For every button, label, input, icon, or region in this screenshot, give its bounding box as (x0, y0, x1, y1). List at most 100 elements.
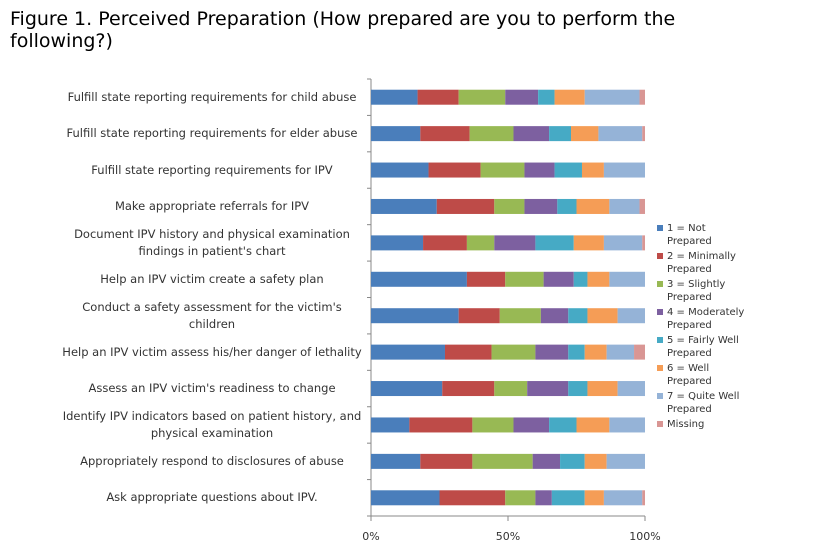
bar-segment (505, 490, 536, 506)
bar-segment (535, 490, 552, 506)
legend-label: 5 = Fairly Well Prepared (667, 335, 739, 359)
bar-segment (560, 453, 585, 469)
bar-segment (436, 198, 495, 214)
legend-label: 6 = Well Prepared (667, 363, 712, 387)
bar-segment (587, 381, 618, 397)
bar-segment (549, 126, 572, 142)
bar-segment (573, 235, 604, 251)
category-label: Help an IPV victim assess his/her danger… (62, 344, 362, 359)
bar-segment (584, 490, 604, 506)
bar-segment (606, 453, 645, 469)
bar-segment (439, 490, 506, 506)
bar-segment (584, 89, 640, 105)
category-label: Fulfill state reporting requirements for… (66, 126, 358, 141)
bar-segment (417, 89, 459, 105)
category-label: Assess an IPV victim's readiness to chan… (88, 381, 336, 396)
bar-segment (371, 417, 410, 433)
bar-segment (551, 490, 585, 506)
bar-segment (568, 308, 588, 324)
legend-swatch (657, 309, 663, 315)
bar-segment (423, 235, 467, 251)
bar-segment (603, 235, 643, 251)
category-label: Conduct a safety assessment for the vict… (82, 299, 342, 331)
legend-swatch (657, 253, 663, 259)
bar-segment (617, 308, 645, 324)
bar-segment (642, 490, 645, 506)
bar-segment (494, 198, 525, 214)
bar-segment (584, 453, 607, 469)
bar-segment (540, 308, 569, 324)
bar-segment (587, 308, 618, 324)
bar-segment (428, 162, 481, 178)
bar-segment (598, 126, 643, 142)
bar-segment (371, 381, 443, 397)
category-label: Fulfill state reporting requirements for… (67, 89, 357, 104)
legend-item: 5 = Fairly Well Prepared (657, 334, 747, 360)
bar-segment (371, 453, 421, 469)
bar-segment (371, 344, 445, 360)
bar-segment (571, 126, 599, 142)
category-label: Fulfill state reporting requirements for… (91, 162, 333, 177)
bar-segment (371, 198, 437, 214)
bar-segment (371, 490, 440, 506)
legend-label: 1 = Not Prepared (667, 223, 712, 247)
chart-title: Figure 1. Perceived Preparation (How pre… (10, 8, 676, 52)
bar-segment (634, 344, 645, 360)
legend-item: Missing (657, 418, 747, 431)
bar-segment (568, 344, 585, 360)
bar-segment (469, 126, 514, 142)
bar-segment (535, 344, 569, 360)
bar-segment (606, 344, 635, 360)
bar-segment (584, 344, 607, 360)
bar-segment (371, 89, 418, 105)
bar-segment (603, 490, 643, 506)
legend-item: 3 = Slightly Prepared (657, 278, 747, 304)
bar-segment (458, 308, 500, 324)
category-label: Make appropriate referrals for IPV (114, 198, 310, 213)
bar-segment (642, 235, 645, 251)
legend-item: 2 = Minimally Prepared (657, 250, 747, 276)
category-label: Help an IPV victim create a safety plan (100, 271, 324, 286)
category-label: Document IPV history and physical examin… (74, 226, 350, 258)
bar-segment (480, 162, 525, 178)
legend-label: 7 = Quite Well Prepared (667, 391, 740, 415)
legend-swatch (657, 365, 663, 371)
bar-segment (371, 126, 421, 142)
bar-segment (472, 453, 533, 469)
legend-item: 4 = Moderately Prepared (657, 306, 747, 332)
legend-swatch (657, 421, 663, 427)
bar-segment (371, 271, 467, 287)
bar-segment (472, 417, 514, 433)
bar-segment (524, 162, 555, 178)
bar-segment (371, 308, 459, 324)
category-label: Identify IPV indicators based on patient… (62, 408, 362, 440)
legend-swatch (657, 281, 663, 287)
bar-segment (535, 235, 574, 251)
legend-swatch (657, 337, 663, 343)
x-tick-label: 50% (496, 530, 520, 543)
legend-label: 2 = Minimally Prepared (667, 251, 736, 275)
bar-segment (513, 417, 550, 433)
bar-segment (466, 271, 506, 287)
bar-segment (444, 344, 492, 360)
bar-segment (371, 162, 429, 178)
bar-segment (576, 417, 610, 433)
bar-segment (494, 381, 528, 397)
legend-label: Missing (667, 419, 705, 430)
bar-segment (609, 417, 645, 433)
category-label: Appropriately respond to disclosures of … (80, 453, 344, 468)
legend-swatch (657, 393, 663, 399)
bar-segment (505, 89, 539, 105)
bar-segment (609, 271, 645, 287)
bar-segment (466, 235, 495, 251)
bar-segment (642, 126, 645, 142)
bar-segment (409, 417, 473, 433)
bar-segment (420, 126, 470, 142)
bar-segment (499, 308, 541, 324)
bar-segment (609, 198, 640, 214)
category-label: Ask appropriate questions about IPV. (106, 490, 318, 505)
bar-segment (513, 126, 550, 142)
bar-segment (494, 235, 536, 251)
bar-segment (617, 381, 645, 397)
